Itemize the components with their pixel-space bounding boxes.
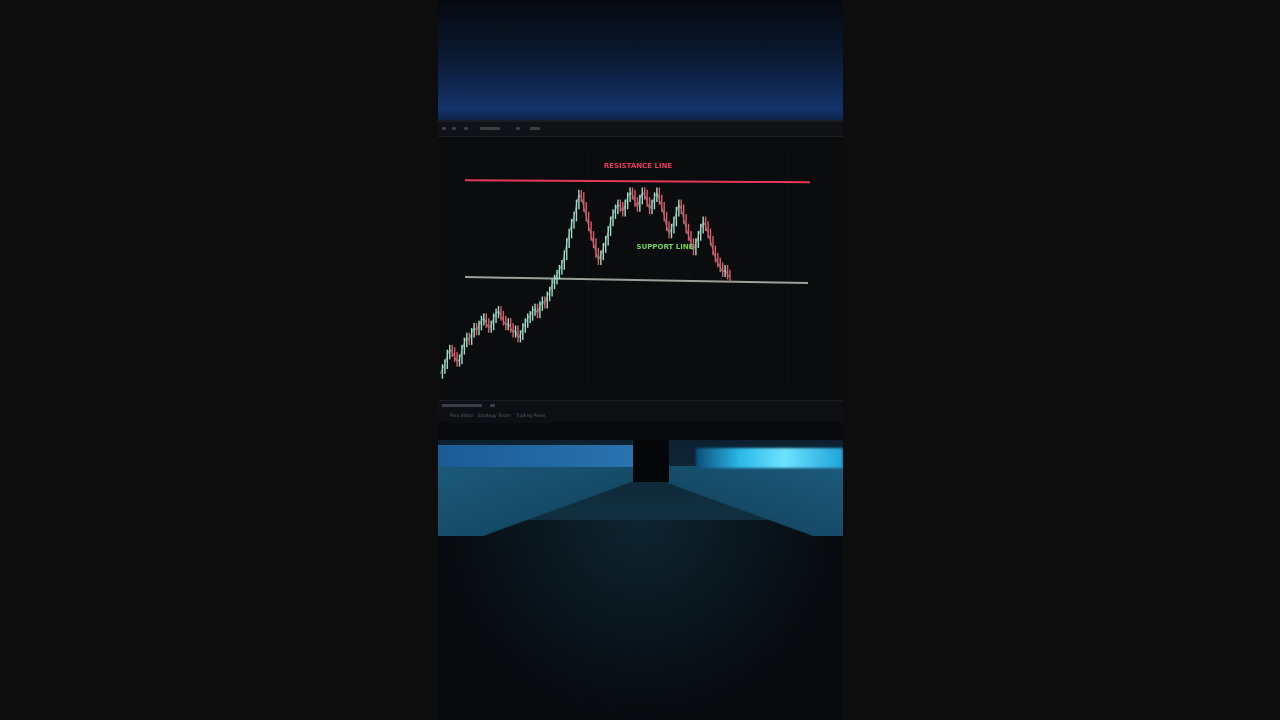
tab-trading-panel[interactable]: Trading Panel: [516, 413, 546, 418]
support-label: SUPPORT LINE: [637, 243, 694, 251]
ambient-wall-light: [438, 0, 843, 128]
monitor-screen: RESISTANCE LINE SUPPORT LINE Pine Editor…: [438, 120, 843, 423]
support-line: [464, 276, 809, 285]
resistance-label: RESISTANCE LINE: [604, 162, 673, 170]
letterbox-right: [843, 0, 1280, 720]
desk-edge-left: [438, 466, 638, 536]
toolbar-icon: [480, 127, 500, 130]
resistance-line: [464, 179, 811, 184]
toolbar-icon: [452, 127, 456, 130]
desk-edge-right: [668, 466, 843, 536]
led-strip-left: [438, 445, 633, 467]
settings-icon[interactable]: [490, 404, 495, 407]
led-strip-right: [696, 448, 843, 468]
chart-top-toolbar: [438, 122, 843, 137]
toolbar-icon: [516, 127, 520, 130]
toolbar-icon: [530, 127, 540, 130]
toolbar-icon: [442, 127, 446, 130]
tab-pine-editor[interactable]: Pine Editor: [450, 413, 474, 418]
chart-grid: [487, 146, 789, 386]
floor-shadow: [438, 520, 843, 720]
video-frame: RESISTANCE LINE SUPPORT LINE Pine Editor…: [438, 0, 843, 720]
letterbox-left: [0, 0, 438, 720]
toolbar-icon: [464, 127, 468, 130]
tab-strategy-tester[interactable]: Strategy Tester: [478, 413, 512, 418]
timeframe-buttons[interactable]: [442, 404, 482, 407]
candles: [441, 187, 731, 379]
price-chart: RESISTANCE LINE SUPPORT LINE: [439, 146, 811, 386]
monitor-stand: [633, 440, 669, 482]
bottom-panel-tabs: Pine Editor Strategy Tester Trading Pane…: [438, 400, 843, 423]
